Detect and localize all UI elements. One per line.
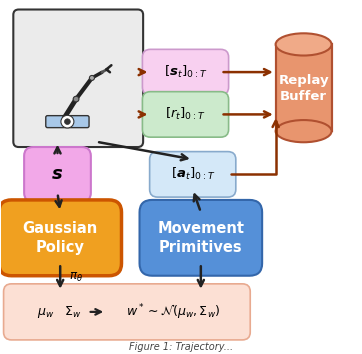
Text: $[\boldsymbol{s}_t]_{0:T}$: $[\boldsymbol{s}_t]_{0:T}$ bbox=[164, 64, 207, 80]
Circle shape bbox=[73, 96, 79, 102]
Text: $w^* \sim \mathcal{N}(\mu_w, \Sigma_w)$: $w^* \sim \mathcal{N}(\mu_w, \Sigma_w)$ bbox=[126, 302, 220, 322]
FancyBboxPatch shape bbox=[150, 152, 236, 197]
FancyBboxPatch shape bbox=[24, 147, 91, 202]
Text: $[\boldsymbol{a}_t]_{0:T}$: $[\boldsymbol{a}_t]_{0:T}$ bbox=[171, 166, 215, 182]
FancyBboxPatch shape bbox=[142, 92, 228, 137]
FancyBboxPatch shape bbox=[13, 10, 143, 147]
Text: Gaussian
Policy: Gaussian Policy bbox=[22, 221, 98, 255]
Circle shape bbox=[61, 115, 74, 128]
Circle shape bbox=[89, 75, 94, 80]
Ellipse shape bbox=[275, 33, 332, 56]
Text: Movement
Primitives: Movement Primitives bbox=[157, 221, 244, 255]
FancyBboxPatch shape bbox=[4, 284, 250, 340]
Text: $[r_t]_{0:T}$: $[r_t]_{0:T}$ bbox=[165, 106, 206, 122]
FancyBboxPatch shape bbox=[139, 200, 262, 276]
FancyBboxPatch shape bbox=[0, 200, 122, 276]
Text: $\pi_\theta$: $\pi_\theta$ bbox=[69, 271, 83, 284]
Text: Replay
Buffer: Replay Buffer bbox=[278, 74, 329, 103]
Ellipse shape bbox=[275, 120, 332, 142]
Text: $\boldsymbol{s}$: $\boldsymbol{s}$ bbox=[51, 165, 63, 183]
Bar bbox=[275, 44, 332, 131]
Text: $\mu_w \quad \Sigma_w$: $\mu_w \quad \Sigma_w$ bbox=[38, 304, 83, 320]
Circle shape bbox=[64, 119, 70, 125]
FancyBboxPatch shape bbox=[142, 49, 228, 95]
Text: Figure 1: Trajectory...: Figure 1: Trajectory... bbox=[129, 342, 233, 352]
FancyBboxPatch shape bbox=[46, 116, 89, 128]
